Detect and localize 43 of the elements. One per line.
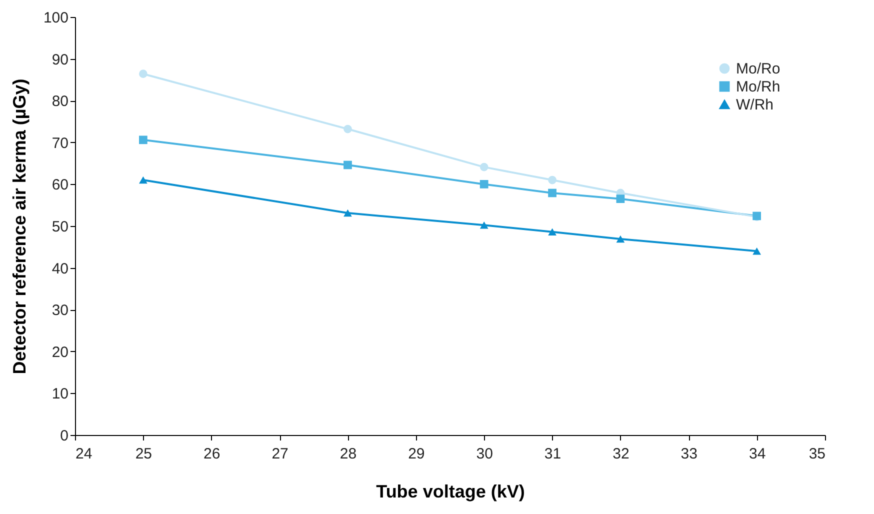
point (480, 180, 488, 188)
point (344, 160, 352, 170)
point (344, 124, 352, 134)
legend-label: Mo/Rh (736, 78, 780, 96)
x-tick-label: 24 (76, 446, 92, 462)
x-tick-label: 32 (612, 446, 630, 462)
x-tick-label: 31 (544, 446, 562, 462)
x-tick-label: 29 (408, 446, 425, 462)
x-tick-label: 33 (680, 446, 698, 462)
x-tick-label: 28 (340, 446, 357, 462)
x-tick-label: 25 (135, 446, 152, 462)
x-tick-label: 34 (748, 446, 766, 462)
y-tick-label: 30 (52, 302, 68, 320)
x-tick-label: 26 (204, 446, 220, 462)
y-tick-label: 80 (52, 93, 68, 110)
y-tick-label: 0 (60, 428, 68, 444)
y-tick-label: 60 (52, 176, 68, 194)
x-tick-label: 35 (808, 446, 826, 462)
y-tick-label: 90 (52, 51, 68, 68)
point (548, 176, 556, 184)
point (344, 209, 352, 217)
point (139, 70, 148, 78)
point (548, 188, 556, 198)
y-axis-title: Detector reference air kerma (µGy) (9, 78, 30, 374)
point (480, 222, 488, 229)
y-tick-label: 50 (52, 218, 68, 236)
x-axis-title: Tube voltage (kV) (376, 482, 525, 502)
point (139, 136, 148, 144)
point (616, 235, 625, 243)
legend-label: Mo/Ro (736, 60, 780, 78)
y-tick-label: 20 (52, 344, 68, 361)
y-tick-label: 100 (43, 10, 68, 26)
point (139, 176, 148, 184)
y-tick-label: 40 (52, 260, 68, 278)
x-tick-label: 30 (476, 446, 493, 462)
legend-label: W/Rh (736, 96, 774, 114)
point (752, 247, 761, 255)
point (548, 228, 556, 236)
y-tick-label: 70 (52, 134, 68, 152)
x-tick-label: 27 (272, 446, 288, 462)
point (480, 162, 488, 172)
y-tick-label: 10 (52, 386, 68, 403)
point (616, 194, 625, 204)
